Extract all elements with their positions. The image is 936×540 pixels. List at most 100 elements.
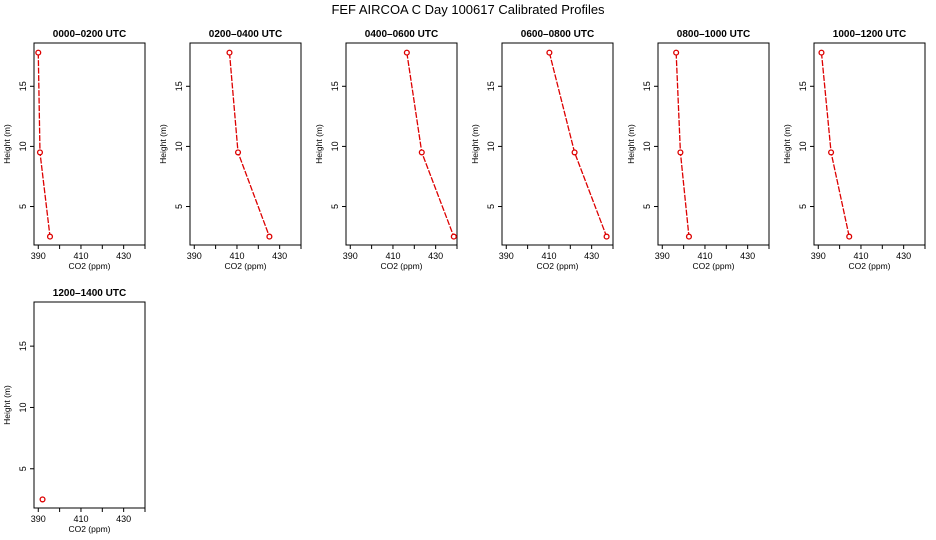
x-tick-label: 390 bbox=[343, 251, 358, 261]
panel-7: 1200–1400 UTC 390 410 430 CO2 (ppm) 5 10 15 Heig… bbox=[2, 288, 146, 534]
plot-frame bbox=[657, 42, 770, 246]
x-tick-label: 410 bbox=[73, 251, 88, 261]
x-axis-label: CO2 (ppm) bbox=[224, 261, 266, 271]
plot-frame bbox=[189, 42, 302, 246]
panel-title: 0600–0800 UTC bbox=[521, 29, 594, 40]
y-axis-label: Height (m) bbox=[626, 124, 636, 164]
plot-frame bbox=[33, 301, 146, 509]
y-axis-label: Height (m) bbox=[2, 124, 12, 164]
x-tick-label: 390 bbox=[31, 251, 46, 261]
data-point bbox=[677, 149, 684, 156]
x-axis-label: CO2 (ppm) bbox=[692, 261, 734, 271]
panel-title: 1000–1200 UTC bbox=[833, 29, 906, 40]
data-point bbox=[46, 233, 54, 240]
panel-title: 1200–1400 UTC bbox=[53, 288, 126, 299]
figure-title: FEF AIRCOA C Day 100617 Calibrated Profi… bbox=[331, 2, 605, 17]
profile-line bbox=[820, 52, 850, 237]
y-tick-label: 10 bbox=[18, 141, 28, 151]
x-tick-label: 410 bbox=[853, 251, 868, 261]
y-axis-label: Height (m) bbox=[314, 124, 324, 164]
panel-title: 0200–0400 UTC bbox=[209, 29, 282, 40]
data-point bbox=[673, 49, 680, 56]
plot-frame bbox=[345, 42, 458, 246]
data-point bbox=[571, 149, 578, 156]
x-tick-label: 390 bbox=[31, 514, 46, 524]
panel-title: 0400–0600 UTC bbox=[365, 29, 438, 40]
y-tick-label: 10 bbox=[642, 141, 652, 151]
x-axis-label: CO2 (ppm) bbox=[848, 261, 890, 271]
x-tick-label: 430 bbox=[272, 251, 287, 261]
data-point bbox=[846, 233, 853, 240]
data-point bbox=[450, 233, 457, 240]
x-axis-label: CO2 (ppm) bbox=[536, 261, 578, 271]
x-axis-label: CO2 (ppm) bbox=[68, 261, 110, 271]
x-axis-label: CO2 (ppm) bbox=[380, 261, 422, 271]
x-tick-label: 390 bbox=[811, 251, 826, 261]
x-tick-label: 410 bbox=[697, 251, 712, 261]
x-tick-label: 430 bbox=[584, 251, 599, 261]
y-axis-label: Height (m) bbox=[158, 124, 168, 164]
data-point bbox=[828, 149, 835, 156]
panel-5: 0800–1000 UTC 390 410 430 CO2 (ppm) 5 10 15 Heig… bbox=[626, 29, 770, 271]
profile-line bbox=[406, 52, 455, 237]
y-tick-label: 5 bbox=[18, 204, 28, 209]
panel-1: 0000–0200 UTC 390 410 430 CO2 (ppm) 5 10 15 Heig… bbox=[2, 29, 146, 271]
data-point bbox=[685, 233, 693, 240]
panel-title: 0800–1000 UTC bbox=[677, 29, 750, 40]
x-tick-label: 430 bbox=[896, 251, 911, 261]
panel-6: 1000–1200 UTC 390 410 430 CO2 (ppm) 5 10 15 Heig… bbox=[782, 29, 926, 271]
y-axis-label: Height (m) bbox=[782, 124, 792, 164]
x-tick-label: 410 bbox=[229, 251, 244, 261]
data-point bbox=[418, 149, 425, 156]
plot-frame bbox=[33, 42, 146, 246]
data-point bbox=[226, 49, 233, 56]
y-tick-label: 15 bbox=[18, 341, 28, 351]
plot-frame bbox=[813, 42, 926, 246]
y-tick-label: 5 bbox=[642, 204, 652, 209]
data-point bbox=[603, 233, 610, 240]
profile-line bbox=[675, 52, 690, 237]
x-tick-label: 410 bbox=[73, 514, 88, 524]
y-tick-label: 10 bbox=[798, 141, 808, 151]
y-tick-label: 5 bbox=[174, 204, 184, 209]
data-point bbox=[266, 233, 273, 240]
y-tick-label: 15 bbox=[330, 81, 340, 91]
x-tick-label: 390 bbox=[655, 251, 670, 261]
x-tick-label: 390 bbox=[187, 251, 202, 261]
y-tick-label: 5 bbox=[798, 204, 808, 209]
y-axis-label: Height (m) bbox=[2, 385, 12, 425]
y-tick-label: 15 bbox=[642, 81, 652, 91]
y-tick-label: 15 bbox=[18, 81, 28, 91]
profile-line bbox=[228, 52, 271, 237]
x-axis-label: CO2 (ppm) bbox=[68, 524, 110, 534]
panel-4: 0600–0800 UTC 390 410 430 CO2 (ppm) 5 10 15 Heig… bbox=[470, 29, 614, 271]
y-axis-label: Height (m) bbox=[470, 124, 480, 164]
data-point bbox=[36, 149, 44, 156]
x-tick-label: 430 bbox=[428, 251, 443, 261]
y-tick-label: 5 bbox=[330, 204, 340, 209]
panel-2: 0200–0400 UTC 390 410 430 CO2 (ppm) 5 10 15 Heig… bbox=[158, 29, 302, 271]
profile-line bbox=[37, 52, 51, 237]
profile-line bbox=[548, 52, 608, 237]
data-point bbox=[234, 149, 242, 156]
data-point bbox=[39, 496, 46, 503]
plot-frame bbox=[501, 42, 614, 246]
panel-title: 0000–0200 UTC bbox=[53, 29, 126, 40]
x-tick-label: 410 bbox=[541, 251, 556, 261]
y-tick-label: 10 bbox=[486, 141, 496, 151]
y-tick-label: 10 bbox=[174, 141, 184, 151]
data-point bbox=[403, 49, 410, 56]
y-tick-label: 10 bbox=[330, 141, 340, 151]
panel-3: 0400–0600 UTC 390 410 430 CO2 (ppm) 5 10 15 Heig… bbox=[314, 29, 458, 271]
y-tick-label: 5 bbox=[486, 204, 496, 209]
data-point bbox=[35, 49, 42, 56]
y-tick-label: 10 bbox=[18, 402, 28, 412]
x-tick-label: 390 bbox=[499, 251, 514, 261]
y-tick-label: 15 bbox=[174, 81, 184, 91]
x-tick-label: 430 bbox=[740, 251, 755, 261]
data-point bbox=[818, 49, 825, 56]
x-tick-label: 430 bbox=[116, 251, 131, 261]
x-tick-label: 430 bbox=[116, 514, 131, 524]
y-tick-label: 15 bbox=[798, 81, 808, 91]
